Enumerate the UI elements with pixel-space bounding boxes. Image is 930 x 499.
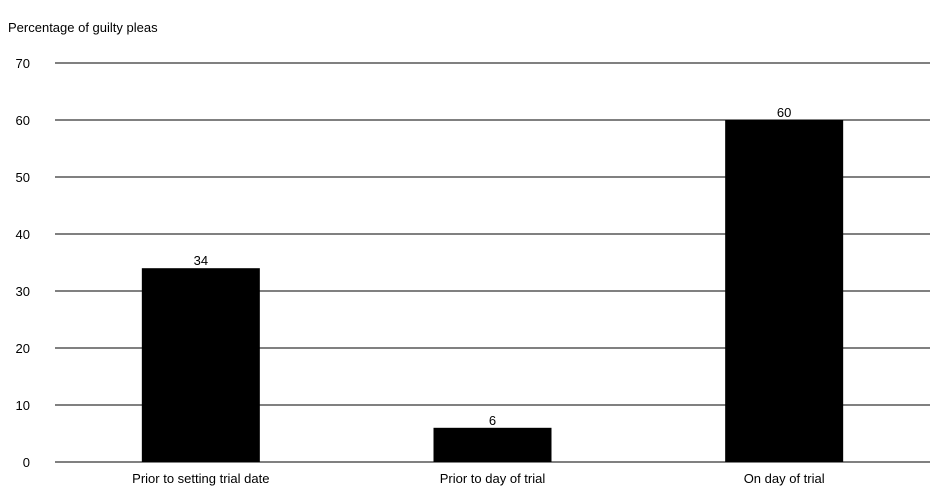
- y-tick-label: 30: [16, 284, 30, 299]
- y-tick-label: 10: [16, 398, 30, 413]
- data-label: 34: [194, 253, 208, 268]
- y-tick-label: 50: [16, 170, 30, 185]
- x-tick-label: On day of trial: [744, 471, 825, 486]
- y-tick-label: 60: [16, 113, 30, 128]
- bar: [725, 120, 844, 462]
- data-label: 60: [777, 105, 791, 120]
- bar: [141, 268, 260, 462]
- y-axis-title: Percentage of guilty pleas: [8, 20, 158, 35]
- y-tick-label: 0: [23, 455, 30, 470]
- data-label: 6: [489, 413, 496, 428]
- y-tick-label: 70: [16, 56, 30, 71]
- bar: [433, 427, 552, 462]
- y-tick-label: 20: [16, 341, 30, 356]
- y-tick-label: 40: [16, 227, 30, 242]
- x-tick-label: Prior to setting trial date: [132, 471, 269, 486]
- x-tick-label: Prior to day of trial: [440, 471, 546, 486]
